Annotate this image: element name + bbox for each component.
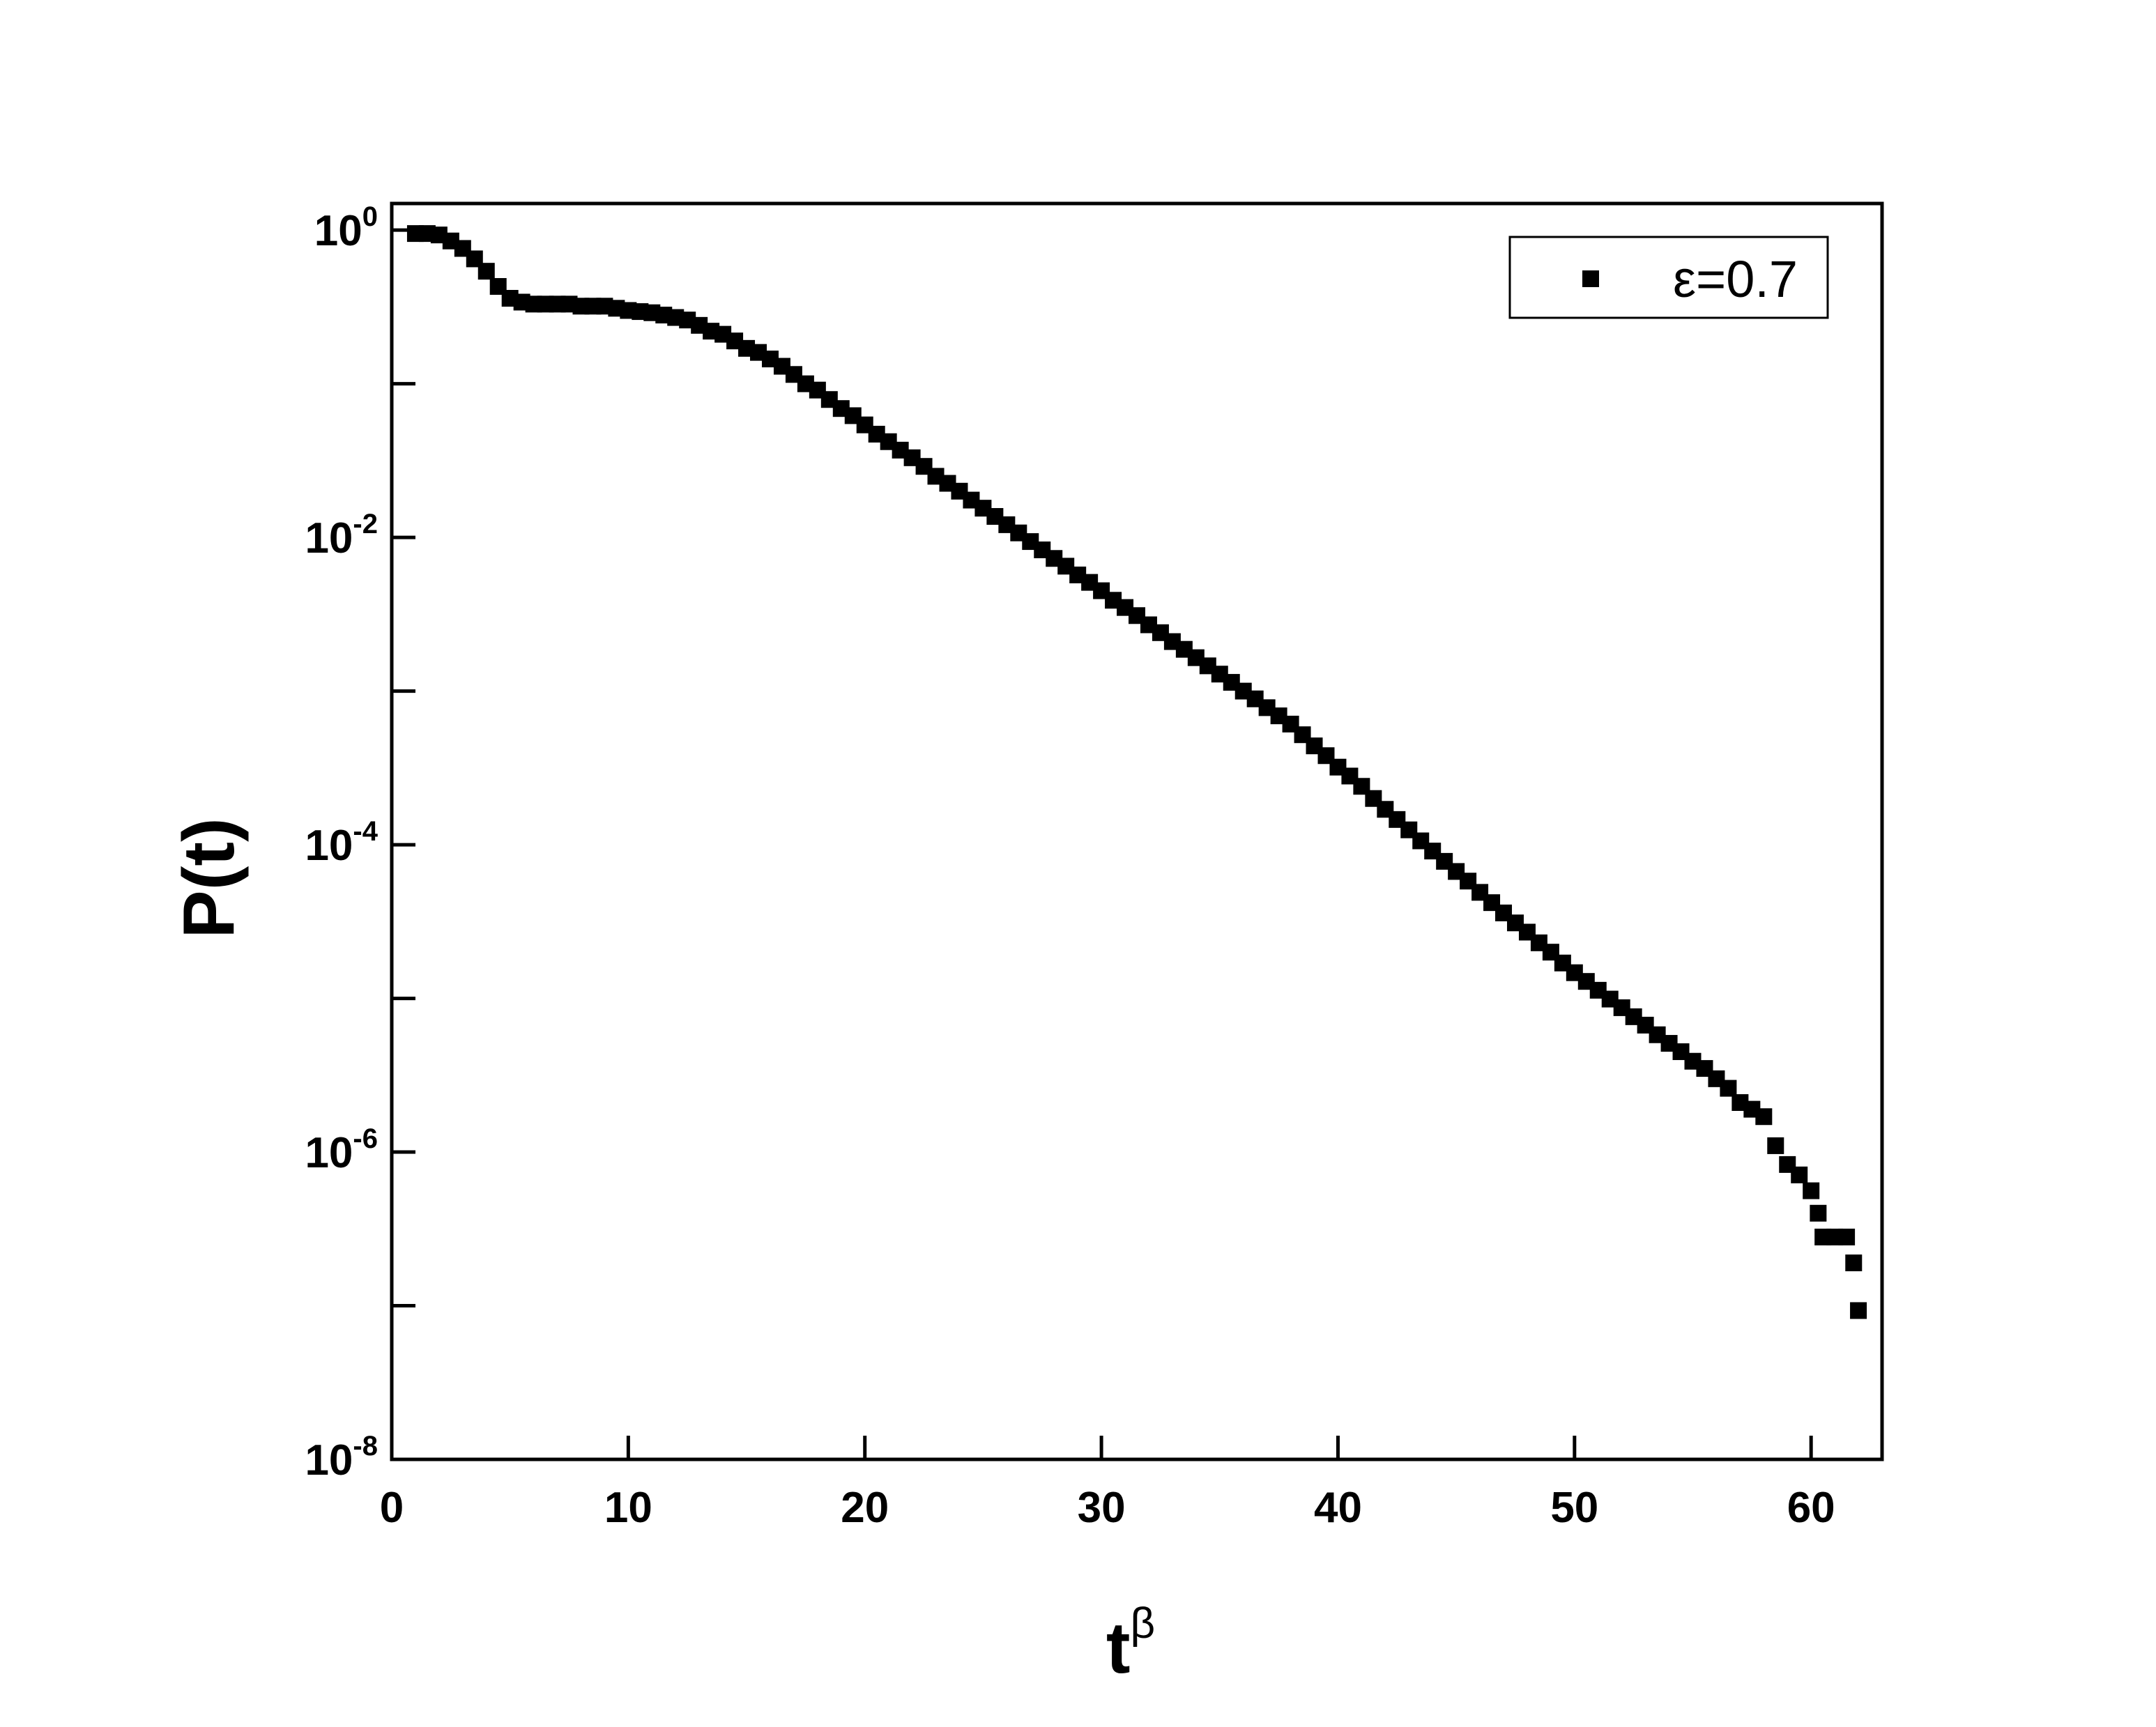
y-tick-label-base: 10: [305, 1129, 353, 1177]
x-tick-label: 60: [1787, 1484, 1835, 1532]
legend-marker: [1582, 270, 1599, 287]
y-tick-label-base: 10: [305, 514, 353, 562]
y-tick-label: 10-8: [305, 1431, 378, 1484]
y-tick-label-exponent: -2: [353, 509, 378, 539]
data-point: [1791, 1166, 1808, 1183]
y-tick-label-exponent: -8: [353, 1431, 378, 1461]
y-axis-title: P(t): [169, 818, 250, 938]
legend-box: [1508, 236, 1829, 319]
data-point: [1767, 1137, 1784, 1154]
y-tick-label-base: 10: [305, 1436, 353, 1484]
data-point: [1803, 1182, 1820, 1199]
x-tick-label: 10: [604, 1484, 652, 1532]
x-axis-title: tβ: [1106, 1599, 1155, 1689]
data-point: [477, 263, 495, 280]
plot-frame: [390, 201, 1884, 1461]
x-tick-label: 40: [1314, 1484, 1362, 1532]
y-tick-label-exponent: 0: [362, 201, 378, 232]
x-tick-label: 50: [1550, 1484, 1598, 1532]
x-axis-title-sup: β: [1130, 1599, 1155, 1648]
y-tick-label-exponent: -4: [353, 816, 378, 847]
data-point: [1845, 1254, 1863, 1272]
y-tick-label: 10-2: [305, 509, 378, 562]
y-tick-label-base: 10: [314, 207, 362, 255]
data-point: [1810, 1204, 1827, 1222]
x-tick-label: 20: [841, 1484, 889, 1532]
y-tick-label: 100: [314, 201, 378, 255]
data-point: [1850, 1302, 1867, 1319]
y-tick-label-base: 10: [305, 822, 353, 870]
y-tick-label: 10-6: [305, 1123, 378, 1177]
data-point: [1720, 1080, 1737, 1097]
data-point: [1838, 1228, 1856, 1245]
x-tick-label: 0: [380, 1484, 404, 1532]
y-tick-label-exponent: -6: [353, 1123, 378, 1154]
legend-label: ε=0.7: [1673, 250, 1798, 308]
x-tick-label: 30: [1078, 1484, 1126, 1532]
y-tick-label: 10-4: [305, 816, 378, 870]
x-axis-title-main: t: [1106, 1608, 1131, 1689]
data-point: [1755, 1108, 1773, 1126]
